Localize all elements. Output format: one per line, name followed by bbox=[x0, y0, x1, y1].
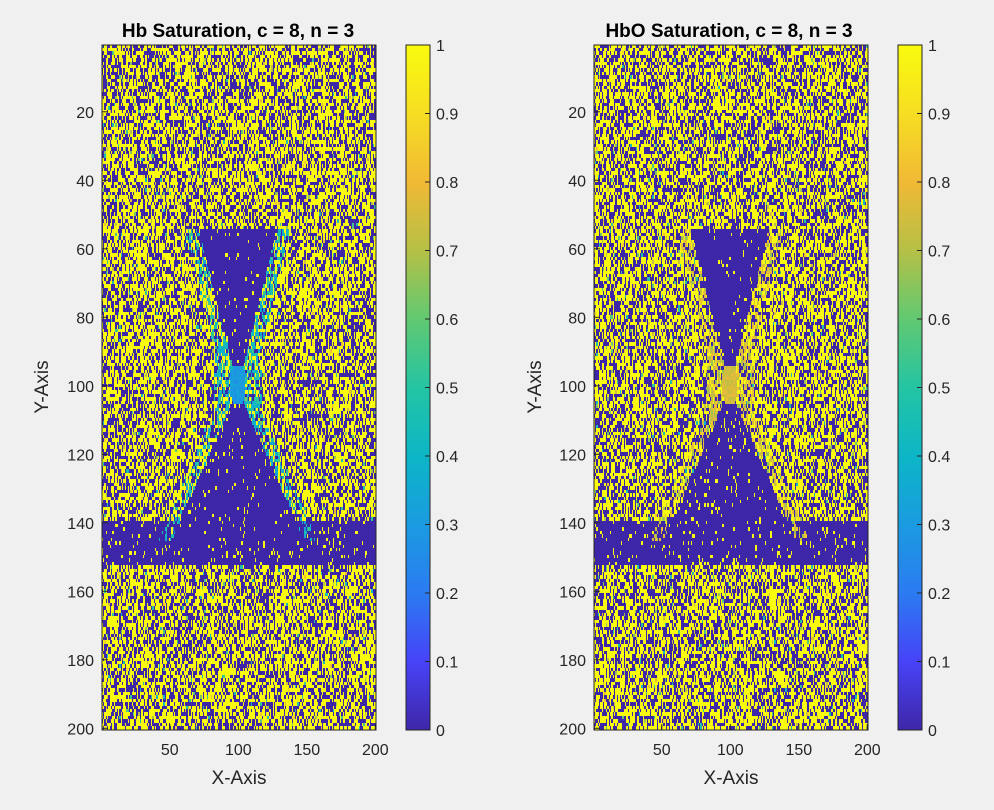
colorbar-tick-label: 1 bbox=[436, 38, 445, 55]
y-tick-label: 80 bbox=[76, 310, 94, 327]
y-tick-label: 180 bbox=[559, 653, 586, 670]
x-tick-label: 100 bbox=[225, 742, 252, 759]
colorbar-ticks: 0 0.1 0.2 0.3 0.4 0.5 0.6 0.7 0.8 0.9 1 bbox=[917, 38, 950, 740]
heatmap-image bbox=[102, 45, 376, 730]
y-tick-label: 40 bbox=[76, 173, 94, 190]
colorbar-tick-label: 0.9 bbox=[928, 107, 950, 124]
axes-box bbox=[101, 44, 377, 731]
heatmap-canvas bbox=[102, 45, 376, 730]
x-axis-label: X-Axis bbox=[704, 768, 759, 789]
axis-ticks: 50 100 150 200 20 40 60 80 100 120 140 160 180 200 bbox=[67, 105, 388, 759]
y-tick-label: 120 bbox=[67, 447, 94, 464]
axes-box bbox=[593, 44, 869, 731]
y-tick-label: 100 bbox=[67, 379, 94, 396]
y-tick-label: 180 bbox=[67, 653, 94, 670]
chart-title: Hb Saturation, c = 8, n = 3 bbox=[122, 21, 354, 42]
y-axis-label: Y-Axis bbox=[525, 360, 546, 413]
colorbar-tick-label: 0.5 bbox=[436, 381, 458, 398]
y-axis-label: Y-Axis bbox=[32, 360, 53, 413]
x-tick-label: 150 bbox=[293, 742, 320, 759]
colorbar-tick-label: 0.1 bbox=[436, 655, 458, 672]
colorbar-tick-label: 0.4 bbox=[436, 449, 458, 466]
x-tick-label: 200 bbox=[362, 742, 389, 759]
x-tick-label: 150 bbox=[785, 742, 812, 759]
colorbar-tick-label: 0.8 bbox=[928, 175, 950, 192]
chart-hbo: HbO Saturation, c = 8, n = 3 50 100 150 200… bbox=[525, 21, 950, 789]
y-tick-label: 20 bbox=[76, 105, 94, 122]
y-tick-label: 200 bbox=[559, 721, 586, 738]
colorbar-tick-label: 0.6 bbox=[436, 312, 458, 329]
y-tick-label: 80 bbox=[568, 310, 586, 327]
y-tick-label: 160 bbox=[67, 584, 94, 601]
y-tick-label: 140 bbox=[67, 516, 94, 533]
chart-title: HbO Saturation, c = 8, n = 3 bbox=[605, 21, 852, 42]
y-tick-label: 120 bbox=[559, 447, 586, 464]
x-tick-label: 50 bbox=[653, 742, 671, 759]
y-tick-label: 60 bbox=[568, 242, 586, 259]
colorbar-tick-label: 0.4 bbox=[928, 449, 950, 466]
x-tick-label: 50 bbox=[161, 742, 179, 759]
y-tick-label: 60 bbox=[76, 242, 94, 259]
colorbar-tick-label: 0.5 bbox=[928, 381, 950, 398]
colorbar-tick-label: 0.3 bbox=[928, 518, 950, 535]
colorbar-tick-label: 0.6 bbox=[928, 312, 950, 329]
heatmap-canvas bbox=[594, 45, 868, 730]
colorbar-tick-label: 0.8 bbox=[436, 175, 458, 192]
y-tick-label: 100 bbox=[559, 379, 586, 396]
y-tick-label: 160 bbox=[559, 584, 586, 601]
colorbar-tick-label: 0.3 bbox=[436, 518, 458, 535]
colorbar-tick-label: 0.1 bbox=[928, 655, 950, 672]
colorbar-tick-label: 0 bbox=[928, 723, 937, 740]
y-tick-label: 40 bbox=[568, 173, 586, 190]
colorbar-tick-label: 0.2 bbox=[928, 586, 950, 603]
x-axis-label: X-Axis bbox=[212, 768, 267, 789]
colorbar-ticks: 0 0.1 0.2 0.3 0.4 0.5 0.6 0.7 0.8 0.9 1 bbox=[425, 38, 458, 740]
colorbar-tick-label: 0.7 bbox=[928, 244, 950, 261]
colorbar-tick-label: 0 bbox=[436, 723, 445, 740]
y-tick-label: 200 bbox=[67, 721, 94, 738]
axis-ticks: 50 100 150 200 20 40 60 80 100 120 140 160 180 200 bbox=[559, 105, 880, 759]
x-tick-label: 200 bbox=[854, 742, 881, 759]
y-tick-label: 140 bbox=[559, 516, 586, 533]
colorbar-tick-label: 0.7 bbox=[436, 244, 458, 261]
x-tick-label: 100 bbox=[717, 742, 744, 759]
colorbar-tick-label: 0.2 bbox=[436, 586, 458, 603]
colorbar-tick-label: 0.9 bbox=[436, 107, 458, 124]
heatmap-image bbox=[594, 45, 868, 730]
colorbar-tick-label: 1 bbox=[928, 38, 937, 55]
chart-hb: Hb Saturation, c = 8, n = 3 50 100 150 2002… bbox=[32, 21, 458, 789]
y-tick-label: 20 bbox=[568, 105, 586, 122]
